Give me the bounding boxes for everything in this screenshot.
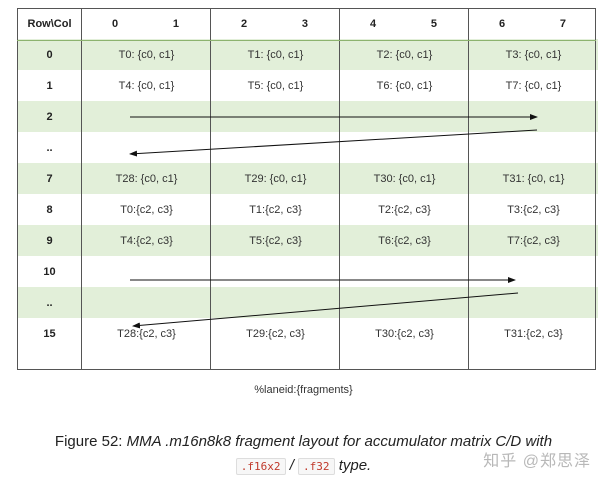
fragment-cell: T0:{c2, c3}	[120, 203, 173, 216]
fragment-cell: T2: {c0, c1}	[340, 39, 469, 70]
fragment-cell: T29: {c0, c1}	[211, 163, 340, 194]
fragment-cell: T2:{c2, c3}	[378, 203, 431, 216]
fragment-cell: T7:{c2, c3}	[469, 225, 598, 256]
fragment-cell: T28:{c2, c3}	[117, 327, 176, 340]
column-divider	[210, 8, 211, 370]
fragment-cell: T6: {c0, c1}	[376, 79, 433, 92]
fragment-cell: T30: {c0, c1}	[340, 163, 469, 194]
fragment-cell	[340, 132, 469, 163]
table-row: ..	[17, 287, 598, 318]
row-label: 9	[17, 225, 82, 256]
col-label: 3	[301, 17, 308, 30]
caption-title: MMA .m16n8k8 fragment layout for accumul…	[126, 433, 553, 450]
fragment-cell	[82, 287, 211, 318]
table-row: 1 T4: {c0, c1} T5: {c0, c1} T6: {c0, c1}…	[17, 70, 598, 101]
table-row: 15 T28:{c2, c3} T29:{c2, c3} T30:{c2, c3…	[17, 318, 598, 349]
row-label: 10	[43, 265, 56, 278]
fragment-cell: T5:{c2, c3}	[211, 225, 340, 256]
fragment-cell: T4: {c0, c1}	[118, 79, 175, 92]
fragment-cell: T7: {c0, c1}	[505, 79, 562, 92]
fragment-cell: T5: {c0, c1}	[247, 79, 304, 92]
row-label: ..	[17, 287, 82, 318]
fragment-cell	[340, 101, 469, 132]
fragment-cell: T30:{c2, c3}	[375, 327, 434, 340]
table-row: 7 T28: {c0, c1} T29: {c0, c1} T30: {c0, …	[17, 163, 598, 194]
fragment-cell: T4:{c2, c3}	[82, 225, 211, 256]
fragment-cell: T0: {c0, c1}	[82, 39, 211, 70]
fragment-cell: T1:{c2, c3}	[249, 203, 302, 216]
fragment-cell	[211, 256, 340, 287]
row-label: 7	[17, 163, 82, 194]
fragment-cell	[211, 132, 340, 163]
fragment-cell	[469, 101, 598, 132]
row-label: 1	[46, 79, 53, 92]
fragment-cell	[82, 101, 211, 132]
table-row: 9 T4:{c2, c3} T5:{c2, c3} T6:{c2, c3} T7…	[17, 225, 598, 256]
col-label: 0	[112, 17, 119, 30]
type-tag-f32: .f32	[298, 458, 335, 475]
table-row: 8 T0:{c2, c3} T1:{c2, c3} T2:{c2, c3} T3…	[17, 194, 598, 225]
table-row: ..	[17, 132, 598, 163]
fragment-cell	[82, 132, 211, 163]
watermark: 知乎 @郑思泽	[483, 453, 591, 470]
col-label: 6	[499, 17, 506, 30]
fragment-cell: T3:{c2, c3}	[507, 203, 560, 216]
fragment-cell: T1: {c0, c1}	[211, 39, 340, 70]
table-row: 0 T0: {c0, c1} T1: {c0, c1} T2: {c0, c1}…	[17, 39, 598, 70]
fragment-cell: T31: {c0, c1}	[469, 163, 598, 194]
col-label: 2	[241, 17, 248, 30]
fragment-cell	[469, 132, 598, 163]
fragment-cell	[82, 256, 211, 287]
col-label: 7	[559, 17, 566, 30]
fragment-cell: T29:{c2, c3}	[246, 327, 305, 340]
col-label: 4	[370, 17, 377, 30]
type-tag-f16x2: .f16x2	[235, 458, 286, 475]
fragment-cell	[340, 256, 469, 287]
fragment-cell: T28: {c0, c1}	[82, 163, 211, 194]
caption-line-1: Figure 52: MMA .m16n8k8 fragment layout …	[0, 430, 607, 454]
caption-suffix: type.	[338, 457, 372, 474]
col-label: 5	[430, 17, 437, 30]
column-divider	[468, 8, 469, 370]
table-row: 10	[17, 256, 598, 287]
legend-text: %laneid:{fragments}	[254, 384, 353, 396]
fragment-cell: T31:{c2, c3}	[504, 327, 563, 340]
corner-header: Row\Col	[17, 8, 82, 39]
caption-line-2: .f16x2 / .f32 type.	[0, 454, 607, 479]
fragment-cell	[211, 101, 340, 132]
row-label: 0	[17, 39, 82, 70]
row-label: 15	[43, 327, 56, 340]
fragment-cell: T6:{c2, c3}	[340, 225, 469, 256]
column-divider	[339, 8, 340, 370]
fragment-cell	[469, 256, 598, 287]
column-divider	[81, 8, 82, 370]
row-label: 8	[46, 203, 53, 216]
header-divider	[17, 40, 596, 41]
col-label: 1	[172, 17, 179, 30]
table-row: 2	[17, 101, 598, 132]
fragment-cell	[211, 287, 340, 318]
fragment-cell	[340, 287, 469, 318]
row-label: ..	[46, 141, 53, 154]
caption-prefix: Figure 52:	[54, 433, 127, 450]
fragment-cell: T3: {c0, c1}	[469, 39, 598, 70]
fragment-cell	[469, 287, 598, 318]
type-separator: /	[289, 457, 294, 474]
row-label: 2	[17, 101, 82, 132]
figure-caption: Figure 52: MMA .m16n8k8 fragment layout …	[0, 430, 607, 479]
